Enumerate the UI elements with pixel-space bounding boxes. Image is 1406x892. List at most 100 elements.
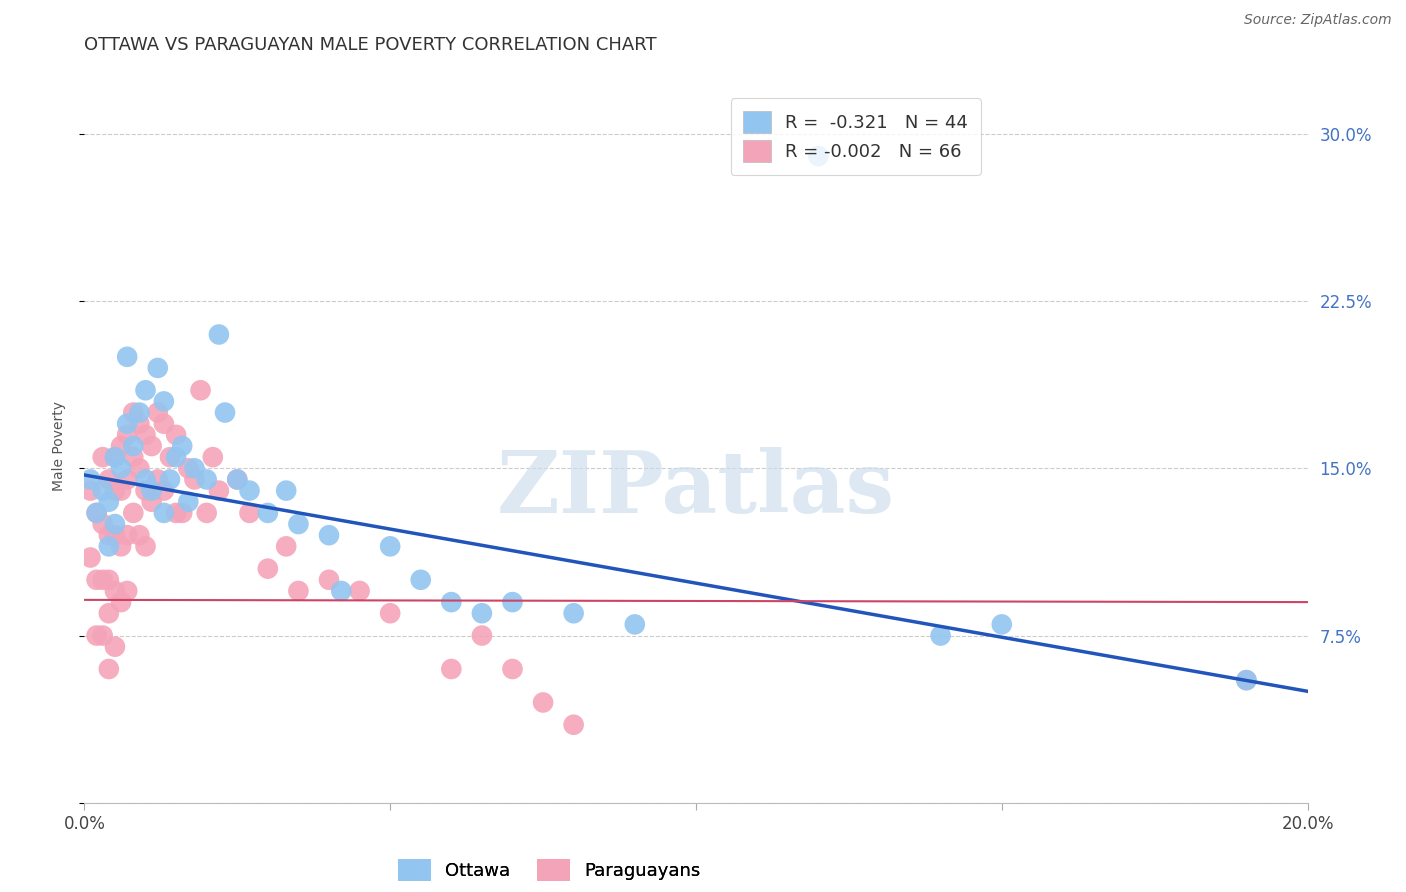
Point — [146, 360, 169, 375]
Point — [141, 439, 163, 453]
Point — [440, 662, 463, 676]
Point — [115, 427, 138, 442]
Point — [276, 483, 298, 498]
Point — [226, 473, 249, 487]
Point — [562, 717, 585, 731]
Point — [929, 628, 952, 642]
Point — [104, 450, 127, 465]
Point — [146, 473, 169, 487]
Text: OTTAWA VS PARAGUAYAN MALE POVERTY CORRELATION CHART: OTTAWA VS PARAGUAYAN MALE POVERTY CORREL… — [84, 36, 657, 54]
Point — [110, 539, 132, 553]
Point — [153, 394, 176, 409]
Point — [115, 528, 138, 542]
Point — [79, 550, 101, 565]
Point — [172, 506, 194, 520]
Point — [349, 583, 371, 598]
Point — [104, 517, 127, 532]
Point — [135, 483, 157, 498]
Point — [141, 494, 163, 508]
Legend: Ottawa, Paraguayans: Ottawa, Paraguayans — [392, 854, 706, 887]
Point — [97, 607, 120, 621]
Point — [471, 628, 494, 642]
Point — [1236, 673, 1258, 687]
Point — [991, 617, 1014, 632]
Point — [153, 506, 176, 520]
Point — [141, 483, 163, 498]
Point — [159, 450, 181, 465]
Point — [110, 439, 132, 453]
Point — [440, 595, 463, 609]
Point — [287, 517, 309, 532]
Point — [115, 473, 138, 487]
Point — [502, 662, 524, 676]
Point — [115, 417, 138, 431]
Point — [86, 506, 108, 520]
Point — [257, 506, 280, 520]
Point — [122, 439, 145, 453]
Point — [226, 473, 249, 487]
Point — [409, 573, 432, 587]
Point — [318, 528, 340, 542]
Point — [104, 528, 127, 542]
Point — [287, 583, 309, 598]
Point — [97, 528, 120, 542]
Point — [165, 427, 187, 442]
Point — [128, 461, 150, 475]
Point — [502, 595, 524, 609]
Point — [172, 439, 194, 453]
Point — [153, 483, 176, 498]
Point — [91, 450, 114, 465]
Point — [214, 405, 236, 420]
Point — [135, 473, 157, 487]
Point — [195, 473, 218, 487]
Point — [86, 506, 108, 520]
Point — [238, 506, 260, 520]
Point — [562, 607, 585, 621]
Point — [86, 573, 108, 587]
Point — [110, 595, 132, 609]
Point — [115, 350, 138, 364]
Point — [115, 583, 138, 598]
Text: ZIPatlas: ZIPatlas — [496, 447, 896, 531]
Point — [97, 473, 120, 487]
Point — [177, 494, 200, 508]
Point — [159, 473, 181, 487]
Point — [79, 473, 101, 487]
Point — [91, 517, 114, 532]
Point — [122, 450, 145, 465]
Point — [97, 494, 120, 508]
Point — [624, 617, 647, 632]
Point — [807, 149, 830, 163]
Point — [257, 562, 280, 576]
Y-axis label: Male Poverty: Male Poverty — [52, 401, 66, 491]
Point — [122, 506, 145, 520]
Point — [330, 583, 353, 598]
Point — [208, 327, 231, 342]
Point — [86, 628, 108, 642]
Point — [104, 483, 127, 498]
Text: Source: ZipAtlas.com: Source: ZipAtlas.com — [1244, 13, 1392, 28]
Point — [135, 384, 157, 398]
Point — [208, 483, 231, 498]
Point — [380, 539, 402, 553]
Point — [104, 640, 127, 654]
Point — [79, 483, 101, 498]
Point — [183, 461, 205, 475]
Point — [128, 417, 150, 431]
Point — [190, 384, 212, 398]
Point — [165, 450, 187, 465]
Point — [91, 573, 114, 587]
Point — [110, 483, 132, 498]
Point — [135, 427, 157, 442]
Point — [195, 506, 218, 520]
Point — [122, 405, 145, 420]
Point — [104, 583, 127, 598]
Point — [238, 483, 260, 498]
Point — [135, 539, 157, 553]
Point — [318, 573, 340, 587]
Point — [165, 506, 187, 520]
Point — [153, 417, 176, 431]
Point — [104, 450, 127, 465]
Point — [110, 461, 132, 475]
Point — [380, 607, 402, 621]
